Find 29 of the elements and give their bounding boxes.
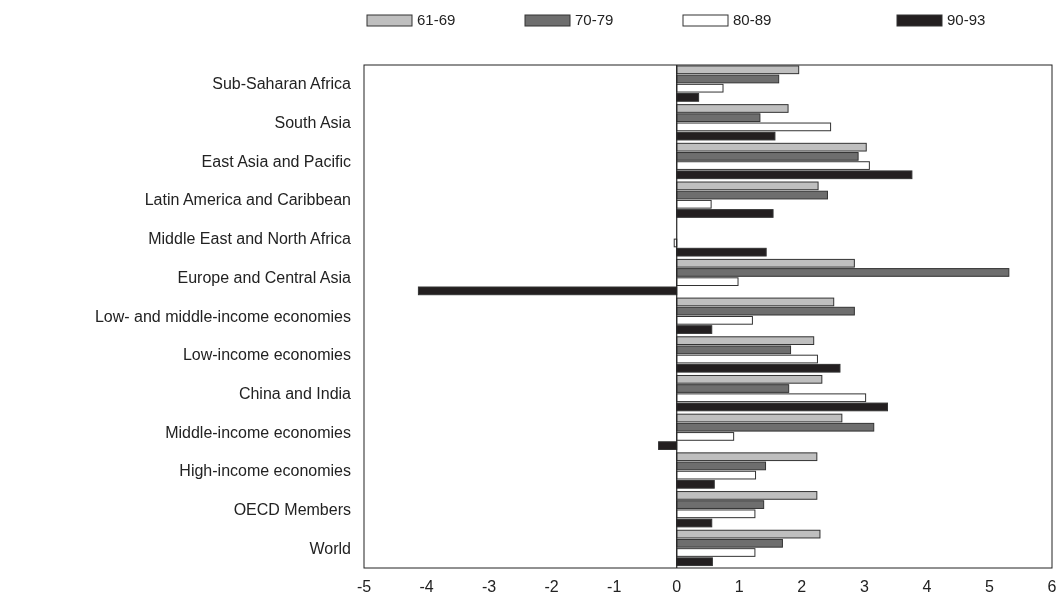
y-tick-label: Middle-income economies [165,423,351,441]
y-tick-label: East Asia and Pacific [201,152,351,170]
x-tick-label: -3 [481,578,497,595]
y-tick-label: Latin America and Caribbean [144,191,351,209]
legend-label: 70-79 [575,11,614,28]
x-tick-label: -4 [419,578,434,595]
y-tick-label: Low-income economies [182,346,351,364]
x-tick-label: 0 [672,578,682,595]
x-tick-label: 1 [734,578,744,595]
x-tick-label: 6 [1047,578,1057,595]
y-tick-label: South Asia [274,114,352,132]
y-tick-label: World [309,539,351,557]
y-tick-label: Europe and Central Asia [177,268,352,286]
legend-label: 61-69 [417,11,456,28]
legend-label: 80-89 [733,11,772,28]
y-tick-label: Low- and middle-income economies [94,307,351,325]
x-tick-label: -1 [607,578,622,595]
x-tick-label: 2 [797,578,807,595]
y-tick-label: China and India [238,384,352,402]
x-tick-label: 3 [859,578,869,595]
legend-label: 90-93 [947,11,986,28]
y-tick-label: OECD Members [233,500,351,518]
y-tick-label: Sub-Saharan Africa [212,75,352,93]
x-tick-label: -5 [356,578,372,595]
x-tick-label: -2 [544,578,559,595]
x-tick-label: 5 [985,578,994,595]
y-tick-label: Middle East and North Africa [148,230,352,248]
x-tick-label: 4 [922,578,932,595]
y-tick-label: High-income economies [179,462,351,480]
